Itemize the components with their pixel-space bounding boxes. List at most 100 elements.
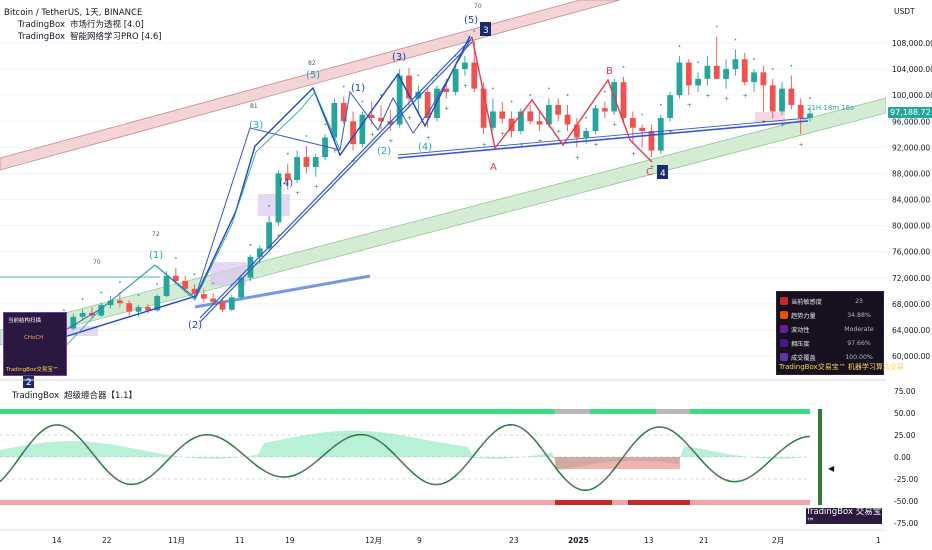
peak-value: 81	[250, 103, 258, 110]
row-label: 当前敏感度	[791, 298, 822, 306]
candle-body	[256, 248, 263, 257]
svg-text:3: 3	[483, 26, 489, 36]
indicator-1[interactable]: TradingBox 市场行为透视 [4.0]	[18, 20, 144, 30]
upper-dot	[324, 123, 326, 126]
upper-dot	[156, 283, 159, 285]
support-marker: +	[724, 96, 729, 103]
support-marker: +	[649, 164, 654, 171]
time-tick: 22	[102, 536, 112, 545]
price-tick: 104,000.00	[892, 65, 932, 74]
upper-dot	[678, 45, 681, 47]
support-marker: +	[575, 154, 580, 161]
candle-body	[797, 104, 804, 118]
time-tick: 14	[52, 536, 62, 545]
band-segment	[656, 409, 690, 414]
band-segment	[555, 409, 590, 414]
upper-dot	[603, 90, 606, 93]
price-tick: 96,000.00	[892, 117, 930, 126]
price-tick: 76,000.00	[892, 248, 930, 257]
osc-tick: -50.00	[894, 497, 918, 506]
candle-body	[452, 69, 459, 92]
indicator-2[interactable]: TradingBox 智能网络学习PRO [4.6]	[18, 32, 162, 42]
row-icon	[780, 339, 788, 347]
candle-body	[573, 124, 580, 138]
candle-body	[322, 137, 328, 158]
candle-body	[713, 65, 720, 79]
wave-label: (5)	[306, 70, 320, 81]
candle-body	[629, 117, 636, 128]
support-marker: +	[594, 141, 599, 148]
support-marker: +	[538, 138, 543, 145]
candle-body	[462, 62, 468, 70]
candle-body	[769, 85, 776, 112]
candle-body	[210, 298, 217, 302]
oscillator-pane: ◀	[0, 379, 886, 505]
upper-dot	[193, 273, 196, 276]
wave-label: (4)	[279, 178, 293, 189]
wave-count-box: 4	[657, 165, 668, 179]
candle-body	[704, 65, 711, 79]
support-marker: +	[668, 128, 673, 135]
candle-body	[555, 104, 562, 115]
candle-body	[741, 59, 748, 83]
candle-body	[98, 305, 105, 316]
dashboard-footer: TradingBox交易宝™ 机器学习算法交易	[779, 363, 904, 371]
row-label: 波动性	[791, 326, 810, 334]
price-tick: 64,000.00	[892, 326, 930, 335]
support-marker: +	[444, 105, 449, 112]
osc-line-alt	[0, 424, 811, 491]
candle-body	[760, 72, 767, 86]
scan-title: 当前结构扫描	[8, 318, 42, 324]
candle-body	[79, 312, 86, 317]
osc-tick: -75.00	[894, 519, 918, 528]
supply-demand-zones	[60, 112, 785, 336]
candle-body	[340, 102, 347, 122]
cyan-wave	[19, 91, 341, 361]
wave-label: (3)	[249, 120, 263, 131]
dashboard-row: 波动性 Moderate	[780, 323, 880, 335]
support-marker: +	[426, 135, 431, 142]
upper-dot	[473, 30, 476, 32]
candle-body	[480, 88, 487, 128]
peak-value: 70	[474, 3, 482, 10]
upper-dot	[119, 281, 121, 283]
time-tick: 13	[644, 536, 654, 545]
abc-wave	[471, 36, 653, 163]
negative-area	[555, 457, 680, 469]
svg-text:2: 2	[26, 378, 32, 388]
candle-body	[126, 303, 133, 312]
abc-label: B	[606, 66, 613, 77]
candle-body	[275, 173, 282, 223]
sensitivity-dashboard: 当前敏感度 23 趋势力量 34.88% 波动性 Moderate 拥压度 97.66% 成交覆…	[776, 291, 904, 375]
candle-body	[163, 275, 170, 297]
osc-tick: 0.00	[894, 453, 911, 462]
candle-body	[545, 104, 552, 125]
upper-dot	[510, 100, 513, 103]
wave-label: (3)	[392, 52, 406, 63]
blue-wave-primary	[15, 35, 471, 353]
upper-dot	[753, 58, 755, 60]
svg-text:4: 4	[660, 169, 666, 179]
time-tick: 12月	[365, 536, 382, 545]
scan-footer: TradingBox交易宝™	[6, 367, 59, 373]
candle-body	[70, 316, 77, 329]
row-label: 趋势力量	[791, 312, 816, 320]
time-tick: 2025	[568, 536, 589, 545]
support-marker: +	[705, 92, 710, 99]
row-value: 34.88%	[847, 311, 871, 319]
upper-dot	[268, 204, 271, 207]
price-tick: 92,000.00	[892, 143, 930, 152]
band-segment	[628, 500, 690, 505]
oscillator-title[interactable]: TradingBox 超级缠合器【1.1】	[12, 391, 138, 401]
support-marker: +	[482, 141, 487, 148]
wave-label: (4)	[418, 142, 432, 153]
channel-line	[397, 120, 809, 159]
price-tick: 60,000.00	[892, 352, 930, 361]
candle-body	[723, 69, 729, 79]
wave-label: (5)	[464, 15, 478, 26]
dashboard-row: 拥压度 97.66%	[780, 337, 880, 349]
brand-box[interactable]: TradingBox 交易宝™	[806, 507, 882, 527]
price-tick: 80,000.00	[892, 222, 930, 231]
candle-body	[732, 59, 739, 70]
